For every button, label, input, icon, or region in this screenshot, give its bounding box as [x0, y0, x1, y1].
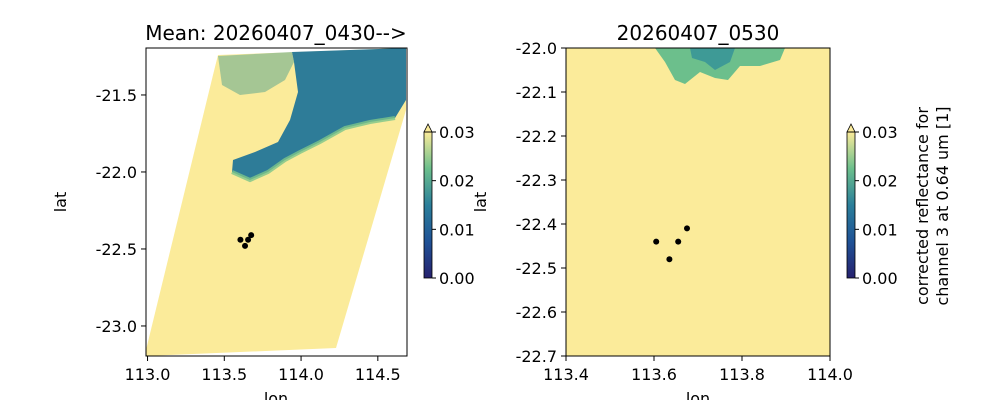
x-tick-label: 113.5	[201, 365, 247, 384]
cloud-speckle	[218, 52, 294, 95]
colorbar-tick-label: 0.01	[439, 220, 475, 239]
y-tick-label: -22.0	[516, 39, 557, 58]
colorbar-tick-label: 0.02	[862, 172, 898, 191]
left-ylabel: lat	[51, 192, 70, 213]
right-title: 20260407_0530	[617, 21, 780, 45]
x-tick-label: 113.6	[631, 365, 677, 384]
left-axes: Mean: 20260407_0430--> 113.0 113.5 114.0 11…	[51, 21, 475, 400]
scatter-point	[245, 236, 252, 243]
scatter-point	[684, 225, 690, 232]
colorbar-extend-triangle	[423, 123, 433, 133]
scatter-point	[653, 238, 660, 245]
x-tick-label: 114.5	[355, 365, 401, 384]
image	[566, 48, 830, 356]
colorbar-tick-label: 0.02	[439, 172, 475, 191]
colorbar-label-1: corrected reflectance for	[913, 107, 932, 305]
colorbar-tick-label: 0.00	[862, 269, 898, 288]
right-colorbar: 0.00 0.01 0.02 0.03	[846, 123, 898, 288]
y-tick-label: -22.4	[516, 215, 557, 234]
y-tick-label: -23.0	[96, 317, 137, 336]
cloud-fringe	[231, 116, 396, 183]
y-tick-label: -22.5	[516, 259, 557, 278]
y-tick-label: -21.5	[96, 86, 137, 105]
y-tick-label: -22.6	[516, 303, 557, 322]
scatter-point	[675, 238, 682, 245]
x-tick-label: 113.8	[719, 365, 765, 384]
y-tick-label: -22.0	[96, 163, 137, 182]
x-tick-label: 114.0	[278, 365, 324, 384]
left-colorbar: 0.00 0.01 0.02 0.03	[423, 123, 475, 288]
colorbar-gradient	[424, 132, 432, 278]
right-xlabel: lon	[686, 389, 710, 400]
left-title: Mean: 20260407_0430-->	[145, 21, 406, 45]
colorbar-tick-label: 0.00	[439, 269, 475, 288]
colorbar-extend-triangle	[846, 123, 856, 133]
scatter-point	[237, 236, 244, 243]
colorbar-tick-label: 0.03	[862, 123, 898, 142]
scatter-point	[666, 256, 673, 263]
left-xlabel: lon	[264, 389, 288, 400]
y-tick-label: -22.3	[516, 171, 557, 190]
x-tick-label: 113.4	[543, 365, 589, 384]
right-axes: 20260407_0530 113.4 113.6 113.8 114.0 -22.0 -…	[471, 21, 952, 400]
y-tick-label: -22.2	[516, 127, 557, 146]
cloud-core	[690, 48, 735, 70]
cloud-region	[232, 48, 406, 180]
y-tick-label: -22.1	[516, 83, 557, 102]
colorbar-tick-label: 0.01	[862, 220, 898, 239]
colorbar-tick-label: 0.03	[439, 123, 475, 142]
x-tick-label: 114.0	[807, 365, 853, 384]
x-tick-label: 113.0	[125, 365, 171, 384]
colorbar-label-2: channel 3 at 0.64 um [1]	[933, 106, 952, 305]
scatter-point	[248, 232, 255, 239]
y-tick-label: -22.7	[516, 347, 557, 366]
y-tick-label: -22.5	[96, 240, 137, 259]
right-ylabel: lat	[471, 192, 490, 213]
scatter-point	[242, 242, 249, 249]
colorbar-gradient	[847, 132, 855, 278]
